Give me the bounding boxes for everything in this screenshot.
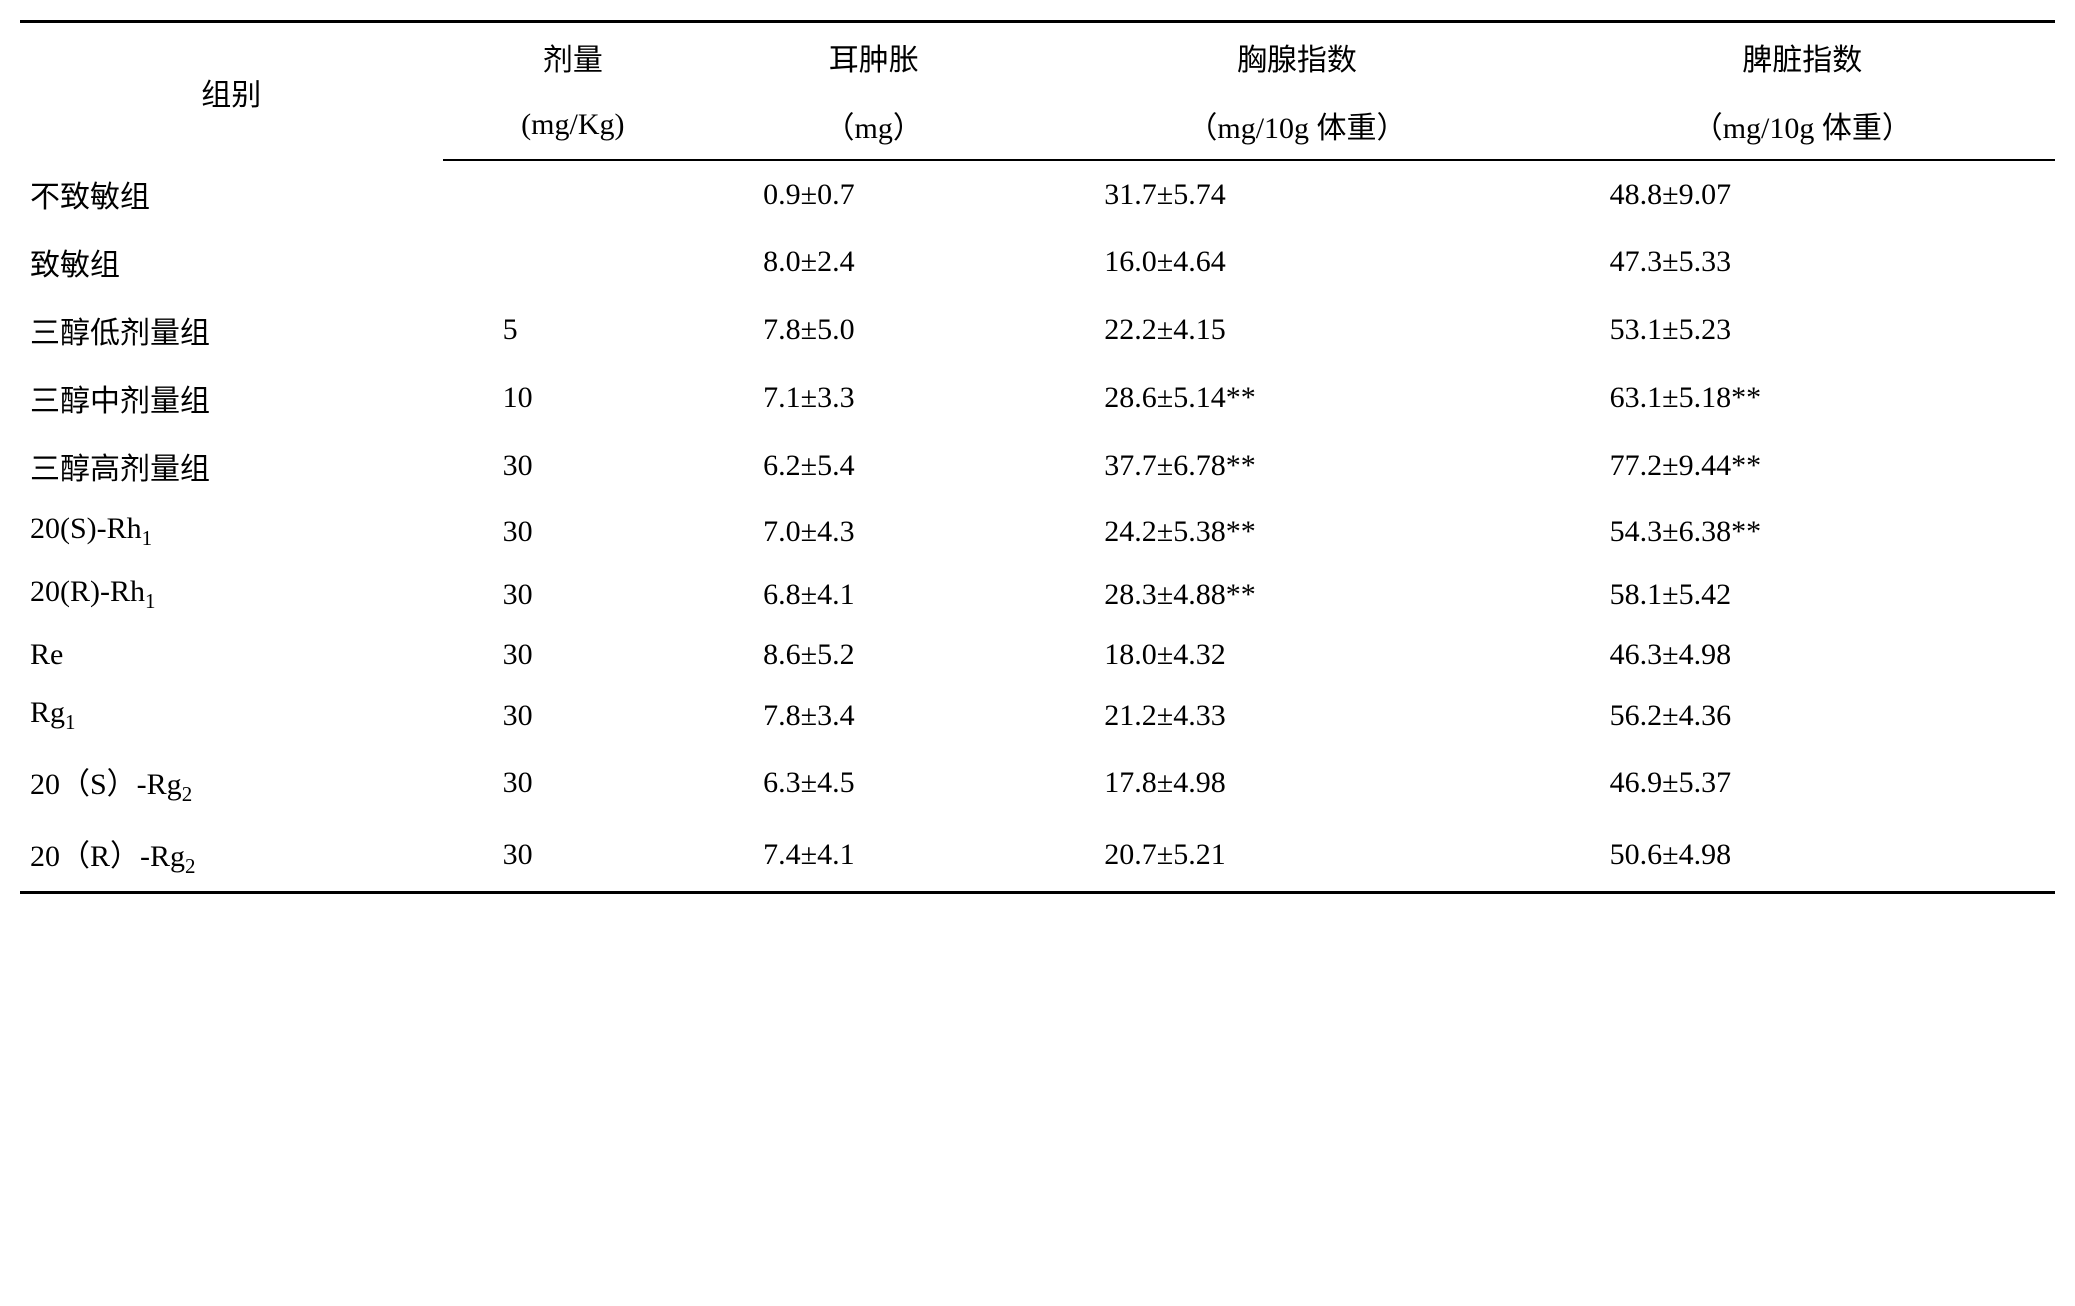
cell-thymus: 18.0±4.32 bbox=[1044, 626, 1549, 684]
cell-thymus: 16.0±4.64 bbox=[1044, 228, 1549, 296]
cell-spleen: 58.1±5.42 bbox=[1550, 563, 2055, 626]
cell-ear: 6.8±4.1 bbox=[703, 563, 1044, 626]
cell-ear: 7.8±3.4 bbox=[703, 684, 1044, 747]
header-thymus-l2: （mg/10g 体重） bbox=[1044, 91, 1549, 160]
cell-ear: 7.0±4.3 bbox=[703, 500, 1044, 563]
header-spleen-l1: 脾脏指数 bbox=[1550, 22, 2055, 92]
table-row: Rg1307.8±3.421.2±4.3356.2±4.36 bbox=[20, 684, 2055, 747]
header-ear-l2: （mg） bbox=[703, 91, 1044, 160]
table-row: 20(R)-Rh1306.8±4.128.3±4.88**58.1±5.42 bbox=[20, 563, 2055, 626]
cell-thymus: 24.2±5.38** bbox=[1044, 500, 1549, 563]
header-ear-l1: 耳肿胀 bbox=[703, 22, 1044, 92]
cell-group: 三醇低剂量组 bbox=[20, 296, 443, 364]
cell-thymus: 28.6±5.14** bbox=[1044, 364, 1549, 432]
table-row: 致敏组 8.0±2.416.0±4.6447.3±5.33 bbox=[20, 228, 2055, 296]
cell-dose bbox=[443, 160, 704, 228]
cell-dose: 30 bbox=[443, 500, 704, 563]
cell-dose: 30 bbox=[443, 626, 704, 684]
table-row: 20(S)-Rh1307.0±4.324.2±5.38**54.3±6.38** bbox=[20, 500, 2055, 563]
cell-group: 20（R）-Rg2 bbox=[20, 819, 443, 893]
cell-dose: 30 bbox=[443, 563, 704, 626]
cell-dose: 30 bbox=[443, 684, 704, 747]
cell-ear: 0.9±0.7 bbox=[703, 160, 1044, 228]
cell-dose: 30 bbox=[443, 432, 704, 500]
header-dose-l1: 剂量 bbox=[443, 22, 704, 92]
table-row: 三醇低剂量组57.8±5.022.2±4.1553.1±5.23 bbox=[20, 296, 2055, 364]
cell-group: Re bbox=[20, 626, 443, 684]
cell-group: 三醇高剂量组 bbox=[20, 432, 443, 500]
header-group: 组别 bbox=[20, 22, 443, 161]
cell-spleen: 63.1±5.18** bbox=[1550, 364, 2055, 432]
cell-thymus: 31.7±5.74 bbox=[1044, 160, 1549, 228]
cell-spleen: 47.3±5.33 bbox=[1550, 228, 2055, 296]
data-table: 组别 剂量 耳肿胀 胸腺指数 脾脏指数 (mg/Kg) （mg） （mg/10g… bbox=[20, 20, 2055, 894]
cell-ear: 7.8±5.0 bbox=[703, 296, 1044, 364]
table-row: 三醇高剂量组306.2±5.437.7±6.78**77.2±9.44** bbox=[20, 432, 2055, 500]
table-row: 三醇中剂量组107.1±3.328.6±5.14**63.1±5.18** bbox=[20, 364, 2055, 432]
cell-dose: 10 bbox=[443, 364, 704, 432]
header-thymus-l1: 胸腺指数 bbox=[1044, 22, 1549, 92]
table-row: Re308.6±5.218.0±4.3246.3±4.98 bbox=[20, 626, 2055, 684]
table-row: 20（S）-Rg2306.3±4.517.8±4.9846.9±5.37 bbox=[20, 747, 2055, 819]
cell-group: 20(S)-Rh1 bbox=[20, 500, 443, 563]
cell-spleen: 53.1±5.23 bbox=[1550, 296, 2055, 364]
cell-ear: 7.1±3.3 bbox=[703, 364, 1044, 432]
cell-thymus: 17.8±4.98 bbox=[1044, 747, 1549, 819]
cell-group: 致敏组 bbox=[20, 228, 443, 296]
cell-spleen: 54.3±6.38** bbox=[1550, 500, 2055, 563]
cell-group: 不致敏组 bbox=[20, 160, 443, 228]
cell-thymus: 22.2±4.15 bbox=[1044, 296, 1549, 364]
cell-ear: 6.2±5.4 bbox=[703, 432, 1044, 500]
cell-ear: 6.3±4.5 bbox=[703, 747, 1044, 819]
cell-spleen: 56.2±4.36 bbox=[1550, 684, 2055, 747]
header-dose-l2: (mg/Kg) bbox=[443, 91, 704, 160]
table-row: 20（R）-Rg2307.4±4.120.7±5.2150.6±4.98 bbox=[20, 819, 2055, 893]
cell-ear: 8.0±2.4 bbox=[703, 228, 1044, 296]
table-row: 不致敏组 0.9±0.731.7±5.7448.8±9.07 bbox=[20, 160, 2055, 228]
cell-dose: 30 bbox=[443, 819, 704, 893]
cell-group: Rg1 bbox=[20, 684, 443, 747]
cell-group: 三醇中剂量组 bbox=[20, 364, 443, 432]
cell-ear: 8.6±5.2 bbox=[703, 626, 1044, 684]
cell-group: 20(R)-Rh1 bbox=[20, 563, 443, 626]
cell-dose bbox=[443, 228, 704, 296]
header-spleen-l2: （mg/10g 体重） bbox=[1550, 91, 2055, 160]
cell-thymus: 37.7±6.78** bbox=[1044, 432, 1549, 500]
cell-dose: 5 bbox=[443, 296, 704, 364]
cell-spleen: 77.2±9.44** bbox=[1550, 432, 2055, 500]
cell-spleen: 46.9±5.37 bbox=[1550, 747, 2055, 819]
cell-thymus: 28.3±4.88** bbox=[1044, 563, 1549, 626]
cell-thymus: 20.7±5.21 bbox=[1044, 819, 1549, 893]
table-header: 组别 剂量 耳肿胀 胸腺指数 脾脏指数 (mg/Kg) （mg） （mg/10g… bbox=[20, 22, 2055, 161]
cell-spleen: 46.3±4.98 bbox=[1550, 626, 2055, 684]
cell-thymus: 21.2±4.33 bbox=[1044, 684, 1549, 747]
cell-dose: 30 bbox=[443, 747, 704, 819]
cell-spleen: 50.6±4.98 bbox=[1550, 819, 2055, 893]
cell-spleen: 48.8±9.07 bbox=[1550, 160, 2055, 228]
cell-ear: 7.4±4.1 bbox=[703, 819, 1044, 893]
cell-group: 20（S）-Rg2 bbox=[20, 747, 443, 819]
table-body: 不致敏组0.9±0.731.7±5.7448.8±9.07致敏组8.0±2.41… bbox=[20, 160, 2055, 893]
